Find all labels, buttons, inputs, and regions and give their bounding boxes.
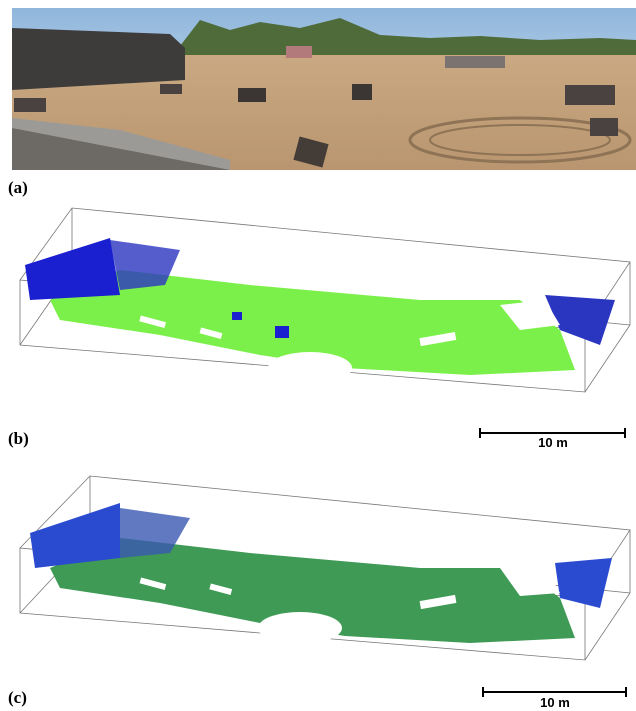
scale-label: 10 m — [540, 695, 570, 710]
panel-label: (a) — [8, 178, 28, 197]
point-cloud-b — [20, 208, 630, 392]
site-photo — [12, 8, 636, 170]
panel-label: (c) — [8, 688, 27, 707]
figure: (a) 10 m (b) 10 m (c) — [0, 0, 636, 711]
point-cloud-c — [20, 476, 630, 660]
panel-label: (b) — [8, 429, 29, 448]
scale-label: 10 m — [538, 435, 568, 450]
figure-canvas: (a) 10 m (b) 10 m (c) — [0, 0, 636, 711]
